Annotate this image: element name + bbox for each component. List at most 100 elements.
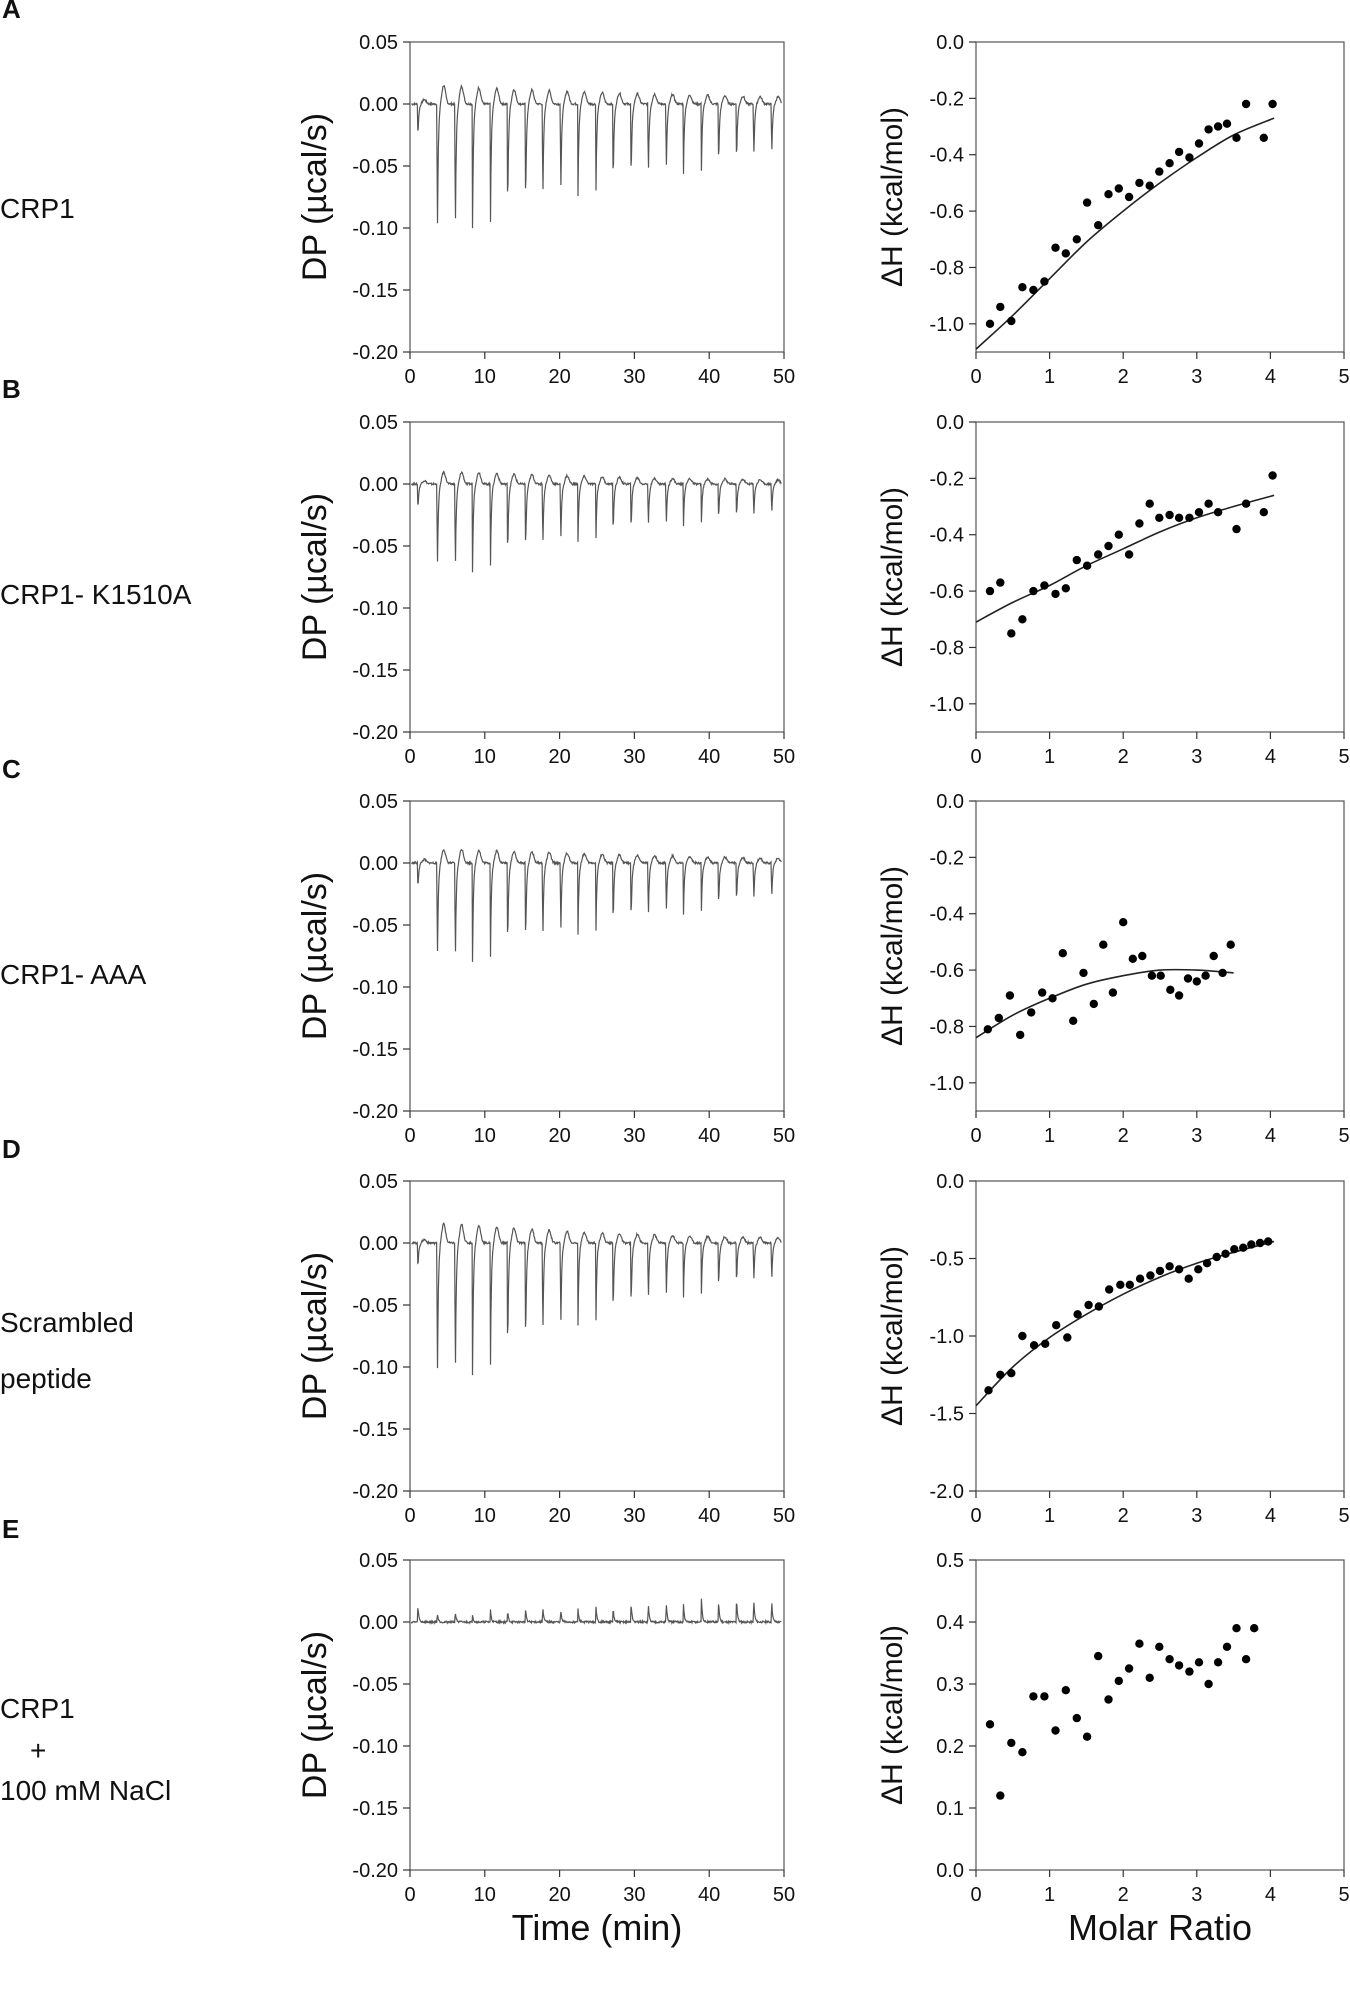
isotherm-xtick-label: 2 — [1118, 366, 1129, 388]
isotherm-ytick-label: 0.1 — [936, 1798, 964, 1820]
isotherm-ytick-label: 0.2 — [936, 1736, 964, 1758]
data-point — [1241, 99, 1251, 109]
data-point — [1116, 1280, 1125, 1290]
data-point — [1029, 1341, 1039, 1350]
isotherm-ylabel: ΔH (kcal/mol) — [876, 866, 909, 1046]
data-point — [1040, 1692, 1049, 1701]
isotherm-frame — [975, 1180, 1345, 1492]
data-point — [1094, 1302, 1104, 1311]
isotherm-frame — [975, 421, 1345, 733]
isotherm-xtick-label: 5 — [1338, 746, 1349, 768]
raw-xtick-label: 0 — [404, 1505, 415, 1527]
data-point — [1061, 584, 1071, 593]
data-point — [1007, 316, 1016, 326]
data-point — [1099, 940, 1108, 949]
sample-label: CRP1- AAA — [0, 959, 147, 990]
thermogram-trace — [410, 470, 782, 573]
raw-ylabel: DP (µcal/s) — [296, 1631, 334, 1799]
data-point — [1165, 1262, 1174, 1271]
raw-ytick-label: -0.20 — [352, 342, 398, 364]
isotherm-xtick-label: 5 — [1338, 1884, 1349, 1906]
data-point — [1204, 1679, 1213, 1689]
data-point — [1232, 1624, 1241, 1633]
isotherm-ytick-label: 0.0 — [936, 412, 964, 434]
isotherm-xtick-label: 0 — [970, 746, 981, 768]
data-point — [1005, 991, 1015, 1000]
data-point — [1264, 1237, 1273, 1246]
raw-ytick-label: 0.00 — [359, 94, 398, 116]
data-point — [1041, 1339, 1050, 1349]
raw-xtick-label: 0 — [404, 1884, 415, 1906]
data-point — [1124, 192, 1134, 202]
isotherm-ytick-label: -0.4 — [930, 904, 964, 926]
isotherm-ytick-label: -0.5 — [930, 1249, 964, 1271]
raw-frame — [409, 800, 785, 1112]
raw-ytick-label: -0.05 — [352, 156, 398, 178]
panel-letter: B — [2, 374, 21, 404]
data-point — [1239, 1243, 1248, 1252]
data-point — [1114, 184, 1124, 193]
raw-xtick-label: 0 — [404, 746, 415, 768]
data-point — [1124, 1664, 1134, 1673]
sample-label: 100 mM NaCl — [0, 1775, 171, 1806]
raw-frame — [409, 421, 785, 733]
data-point — [1155, 1266, 1165, 1276]
panel-letter: D — [2, 1134, 21, 1164]
data-point — [1222, 1642, 1232, 1652]
isotherm-xtick-label: 4 — [1265, 366, 1276, 388]
data-point — [1094, 221, 1103, 230]
raw-ytick-label: 0.05 — [359, 791, 398, 813]
data-point — [1183, 974, 1193, 983]
thermogram-trace — [411, 83, 782, 229]
data-point — [1007, 629, 1016, 638]
raw-ytick-label: -0.20 — [352, 722, 398, 744]
raw-xtick-label: 10 — [474, 1505, 496, 1527]
data-point — [1166, 985, 1175, 994]
data-point — [1061, 1686, 1071, 1695]
raw-xtick-label: 30 — [623, 366, 645, 388]
data-point — [1194, 508, 1204, 517]
raw-xlabel: Time (min) — [512, 1907, 683, 1948]
raw-ytick-label: -0.05 — [352, 536, 398, 558]
isotherm-xtick-label: 1 — [1044, 1505, 1055, 1527]
isotherm-xtick-label: 1 — [1044, 746, 1055, 768]
raw-xtick-label: 30 — [623, 1505, 645, 1527]
isotherm-plot: 0.0 -0.2 -0.4 -0.6 -0.8 -1.0 0 1 2 3 4 5 ΔH (kcal/mo… — [876, 32, 1350, 388]
data-point — [983, 1025, 992, 1034]
data-point — [1051, 589, 1060, 599]
data-point — [1204, 125, 1213, 134]
data-point — [1084, 1300, 1093, 1310]
isotherm-xtick-label: 2 — [1118, 1884, 1129, 1906]
raw-ytick-label: -0.05 — [352, 915, 398, 937]
data-point — [1079, 968, 1088, 978]
data-point — [1194, 1265, 1203, 1274]
data-point — [1058, 949, 1068, 958]
data-point — [1247, 1240, 1256, 1249]
fit-curve — [975, 494, 1275, 623]
data-point — [1250, 1624, 1259, 1633]
sample-label: peptide — [0, 1363, 92, 1394]
data-point — [984, 1386, 993, 1395]
raw-thermogram: 0.05 0.00 -0.05 -0.10 -0.15 -0.20 0 10 20 30 40 50 D… — [296, 32, 795, 388]
data-point — [1135, 519, 1144, 528]
data-point — [1038, 988, 1047, 997]
data-point — [1145, 1673, 1154, 1683]
data-point — [1007, 1738, 1016, 1748]
data-point — [1104, 1695, 1113, 1704]
raw-ytick-label: 0.00 — [359, 1233, 398, 1255]
raw-ytick-label: -0.15 — [352, 1419, 398, 1441]
isotherm-xtick-label: 1 — [1044, 366, 1055, 388]
raw-ytick-label: -0.20 — [352, 1860, 398, 1882]
isotherm-ytick-label: -0.6 — [930, 581, 964, 603]
data-point — [1040, 581, 1049, 590]
isotherm-ytick-label: -0.2 — [930, 468, 964, 490]
data-point — [1194, 139, 1204, 148]
data-point — [1174, 991, 1184, 1000]
raw-xtick-label: 10 — [474, 1125, 496, 1147]
data-point — [1221, 1249, 1230, 1259]
isotherm-ytick-label: 0.0 — [936, 1171, 964, 1193]
data-point — [1165, 510, 1174, 520]
raw-ytick-label: 0.05 — [359, 412, 398, 434]
